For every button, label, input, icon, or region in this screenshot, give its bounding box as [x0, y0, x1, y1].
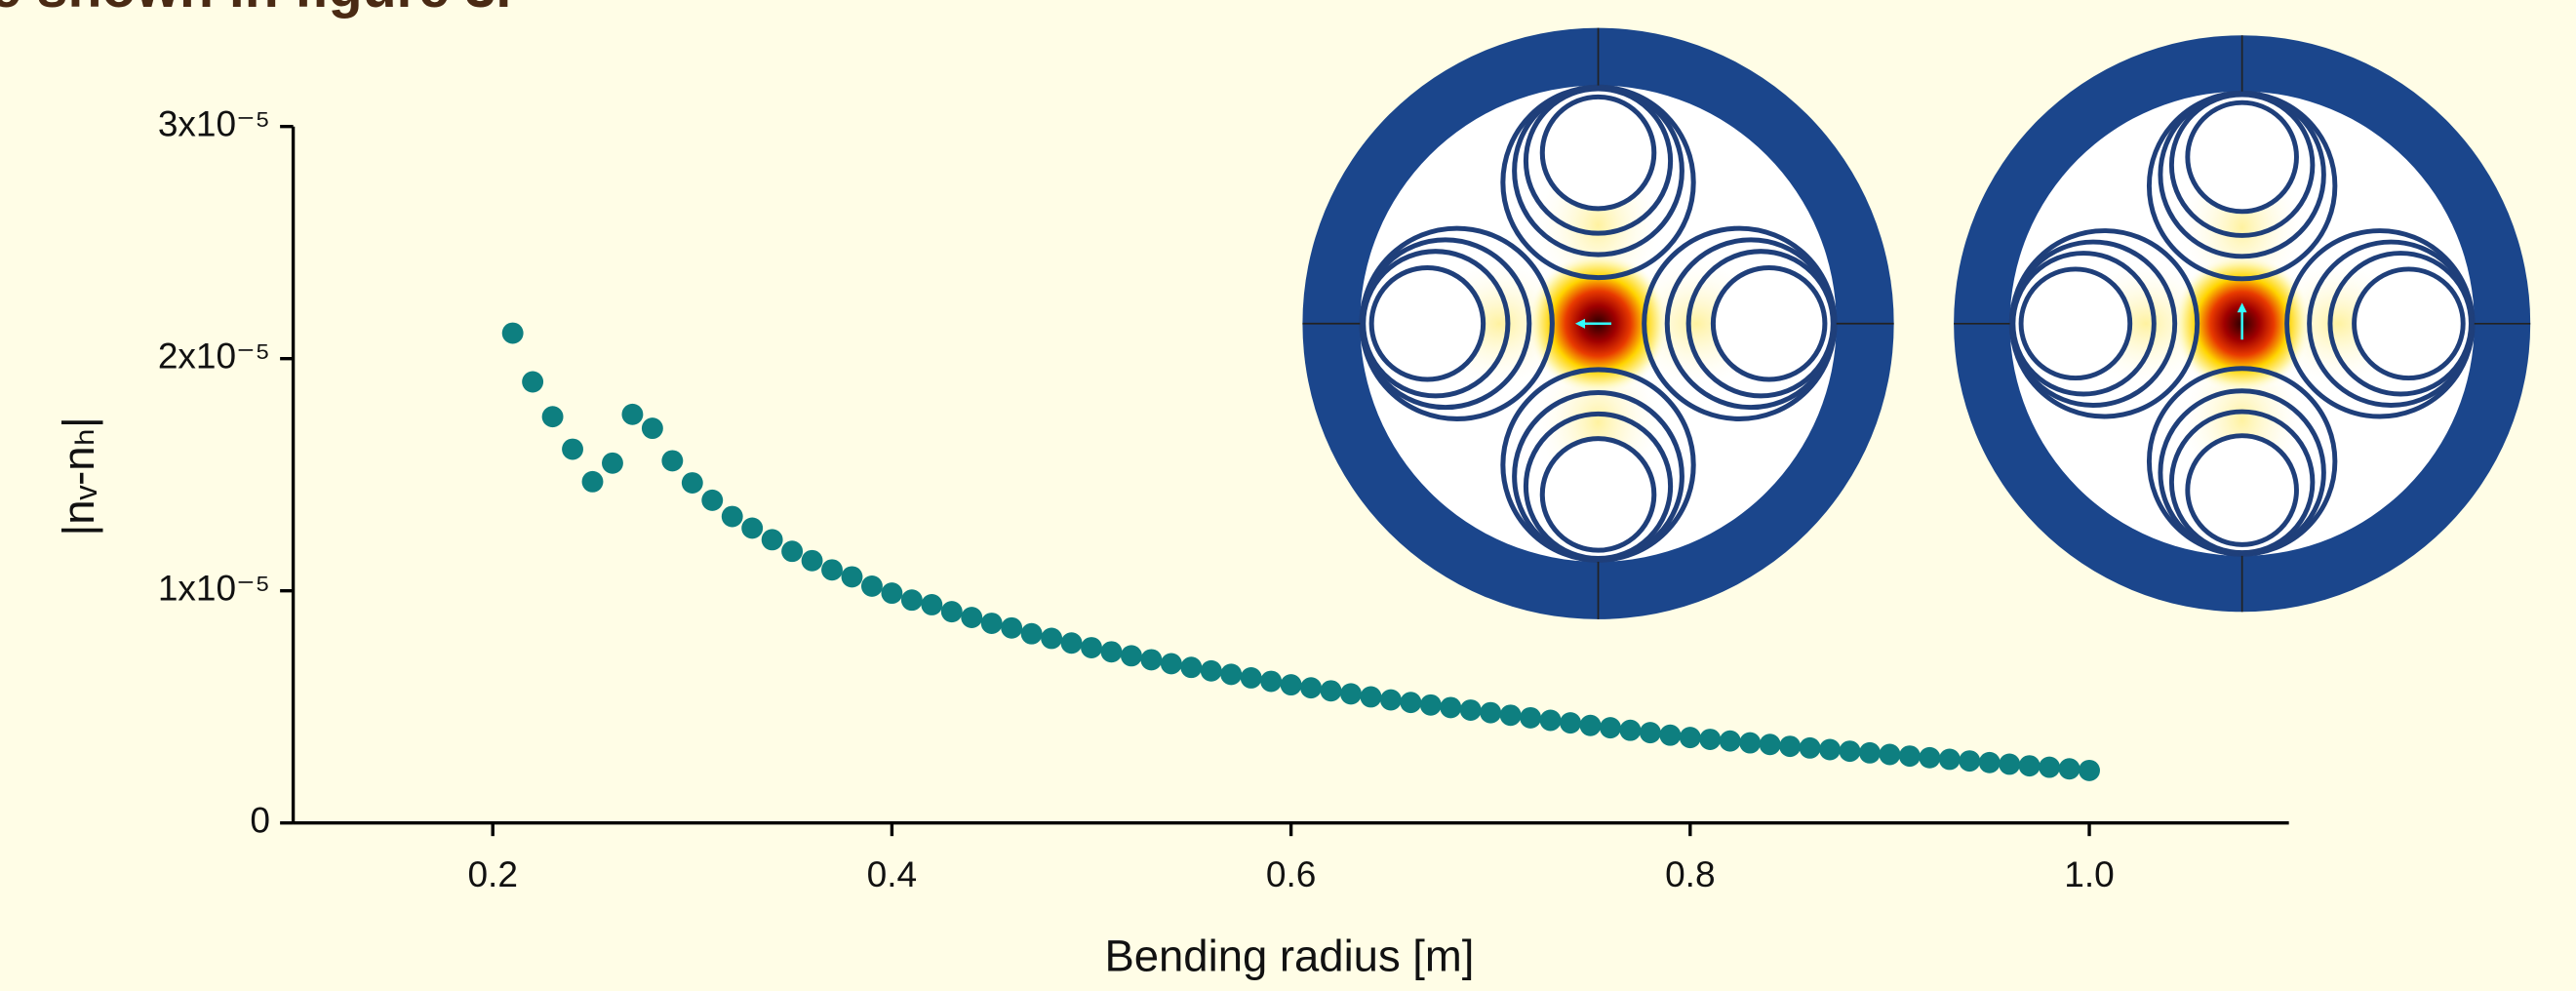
point — [1799, 736, 1821, 759]
point — [1001, 616, 1023, 639]
point — [1220, 663, 1243, 686]
point — [1260, 670, 1283, 693]
point — [1400, 692, 1422, 714]
point — [581, 470, 604, 493]
arrow-head — [1574, 318, 1586, 329]
point — [1041, 627, 1063, 650]
point — [1160, 653, 1182, 675]
point — [1719, 730, 1741, 752]
y-tick-label: 3x10⁻⁵ — [158, 102, 270, 143]
point — [1619, 719, 1642, 741]
point — [1100, 641, 1123, 663]
point — [1140, 649, 1163, 671]
point — [1938, 748, 1961, 771]
point — [961, 607, 983, 629]
point — [1959, 750, 1981, 773]
heading: e shown in figure 3. — [0, 0, 511, 20]
point — [801, 549, 823, 572]
point — [1999, 753, 2021, 775]
point — [681, 472, 703, 494]
x-tick-label: 0.4 — [867, 853, 917, 894]
point — [1560, 712, 1582, 734]
point — [1759, 733, 1781, 756]
point — [1779, 735, 1802, 758]
point — [1978, 751, 2001, 773]
x-tick-label: 1.0 — [2064, 853, 2114, 894]
point — [641, 417, 663, 440]
point — [1440, 696, 1462, 719]
point — [940, 601, 963, 623]
point — [1898, 745, 1921, 768]
point — [1539, 709, 1562, 732]
point — [1699, 729, 1722, 750]
fiber-left — [1302, 28, 1893, 619]
point — [2039, 756, 2061, 778]
point — [1600, 717, 1621, 739]
point — [1340, 683, 1362, 705]
point — [541, 406, 564, 428]
point — [1919, 746, 1941, 769]
point — [1499, 704, 1522, 727]
point — [1060, 632, 1083, 654]
point — [661, 450, 684, 472]
y-tick-label: 1x10⁻⁵ — [158, 567, 270, 608]
point — [1879, 743, 1901, 766]
y-tick-label: 0 — [250, 799, 270, 840]
point — [1739, 732, 1762, 754]
point — [921, 594, 943, 615]
point — [1200, 659, 1222, 682]
point — [602, 452, 623, 474]
point — [2058, 758, 2081, 780]
point — [1819, 738, 1841, 761]
point — [1639, 722, 1661, 744]
point — [1081, 637, 1102, 658]
x-tick-label: 0.6 — [1266, 853, 1316, 894]
point — [1320, 680, 1342, 702]
x-axis-label: Bending radius [m] — [1104, 931, 1474, 980]
point — [980, 613, 1003, 634]
x-tick-label: 0.8 — [1665, 853, 1715, 894]
point — [1120, 645, 1142, 667]
y-axis-label: |nᵥ-nₕ| — [54, 416, 103, 535]
point — [1520, 706, 1542, 729]
point — [1379, 689, 1402, 711]
y-tick-label: 2x10⁻⁵ — [158, 335, 270, 376]
point — [881, 582, 903, 605]
point — [1679, 727, 1701, 749]
point — [761, 529, 783, 551]
point — [781, 540, 804, 563]
point — [1180, 656, 1203, 679]
point — [501, 322, 524, 344]
point — [721, 505, 743, 528]
arrow-head — [2237, 302, 2247, 313]
point — [860, 575, 883, 597]
point — [1839, 740, 1861, 763]
point — [2018, 755, 2041, 777]
point — [522, 371, 544, 393]
x-tick-label: 0.2 — [467, 853, 517, 894]
point — [841, 566, 863, 588]
point — [1659, 724, 1682, 746]
point — [900, 589, 923, 612]
point — [1240, 667, 1262, 689]
point — [741, 517, 764, 539]
point — [1459, 699, 1482, 721]
fiber-right — [1954, 35, 2530, 612]
point — [1859, 741, 1881, 764]
point — [701, 489, 724, 511]
point — [562, 438, 583, 460]
point — [1579, 714, 1602, 736]
point — [1300, 677, 1323, 699]
point — [1419, 694, 1442, 716]
point — [1480, 701, 1502, 724]
point — [1360, 686, 1382, 708]
point — [2079, 759, 2100, 781]
point — [821, 559, 843, 581]
point — [1280, 674, 1302, 696]
point — [1020, 622, 1043, 645]
point — [621, 403, 644, 425]
